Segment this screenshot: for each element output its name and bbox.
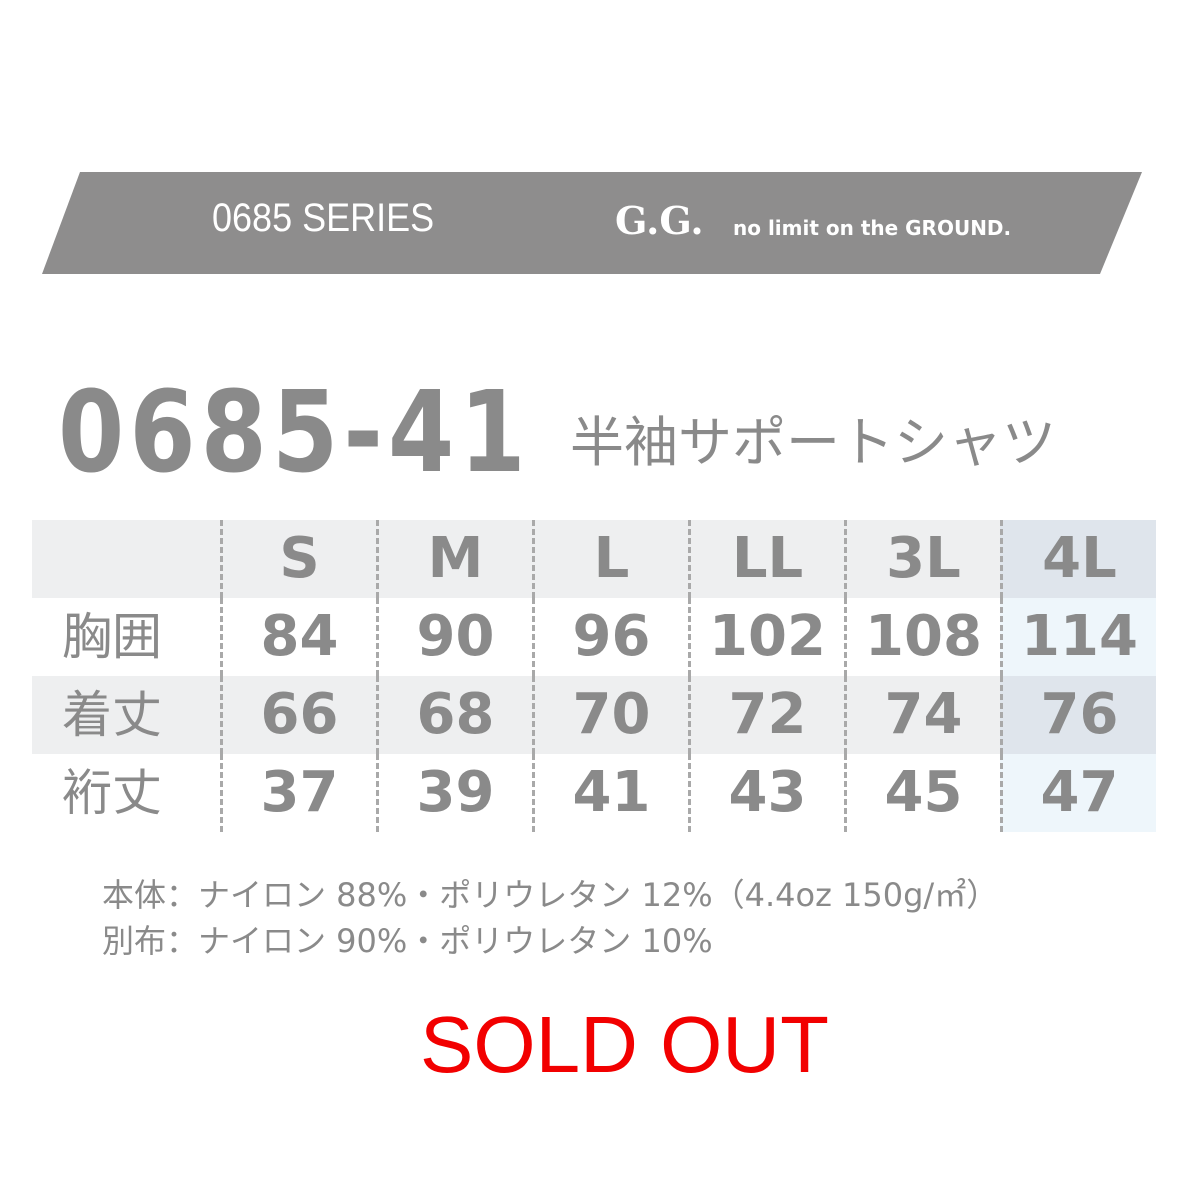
row-label: 着丈 <box>62 686 162 744</box>
table-row: 裄丈 37 39 41 43 45 47 <box>32 754 1156 832</box>
table-cell: 45 <box>844 754 1000 832</box>
table-cell: 47 <box>1000 754 1156 832</box>
material-note: 別布：ナイロン 90%・ポリウレタン 10% <box>102 922 713 960</box>
brand-tagline: no limit on the GROUND. <box>733 216 1012 240</box>
series-label: 0685 SERIES <box>212 196 435 240</box>
model-number: 0685-41 <box>58 368 531 498</box>
row-label: 裄丈 <box>62 764 162 822</box>
header-size: 4L <box>1000 520 1156 598</box>
table-cell: 84 <box>220 598 376 676</box>
material-note: 本体：ナイロン 88%・ポリウレタン 12%（4.4oz 150g/㎡） <box>102 876 999 914</box>
table-cell: 70 <box>532 676 688 754</box>
header-empty <box>32 520 220 598</box>
header-size: M <box>376 520 532 598</box>
table-cell: 114 <box>1000 598 1156 676</box>
table-row: 着丈 66 68 70 72 74 76 <box>32 676 1156 754</box>
table-cell: 102 <box>688 598 844 676</box>
table-cell: 76 <box>1000 676 1156 754</box>
table-cell: 90 <box>376 598 532 676</box>
table-cell: 72 <box>688 676 844 754</box>
header-size: LL <box>688 520 844 598</box>
header-size: S <box>220 520 376 598</box>
table-cell: 108 <box>844 598 1000 676</box>
table-cell: 74 <box>844 676 1000 754</box>
header-size: 3L <box>844 520 1000 598</box>
table-cell: 41 <box>532 754 688 832</box>
table-cell: 66 <box>220 676 376 754</box>
table-cell: 37 <box>220 754 376 832</box>
brand-logo: G.G. <box>615 198 704 243</box>
table-cell: 68 <box>376 676 532 754</box>
row-label: 胸囲 <box>62 608 162 666</box>
table-header-row: S M L LL 3L 4L <box>32 520 1156 598</box>
size-table: S M L LL 3L 4L 胸囲 84 90 96 102 108 114 着… <box>32 520 1156 832</box>
header-size: L <box>532 520 688 598</box>
table-cell: 39 <box>376 754 532 832</box>
table-cell: 43 <box>688 754 844 832</box>
table-cell: 96 <box>532 598 688 676</box>
sold-out-overlay: SOLD OUT <box>420 1000 829 1089</box>
product-name: 半袖サポートシャツ <box>570 411 1056 474</box>
table-row: 胸囲 84 90 96 102 108 114 <box>32 598 1156 676</box>
material-notes: 本体：ナイロン 88%・ポリウレタン 12%（4.4oz 150g/㎡） 別布：… <box>102 872 998 964</box>
